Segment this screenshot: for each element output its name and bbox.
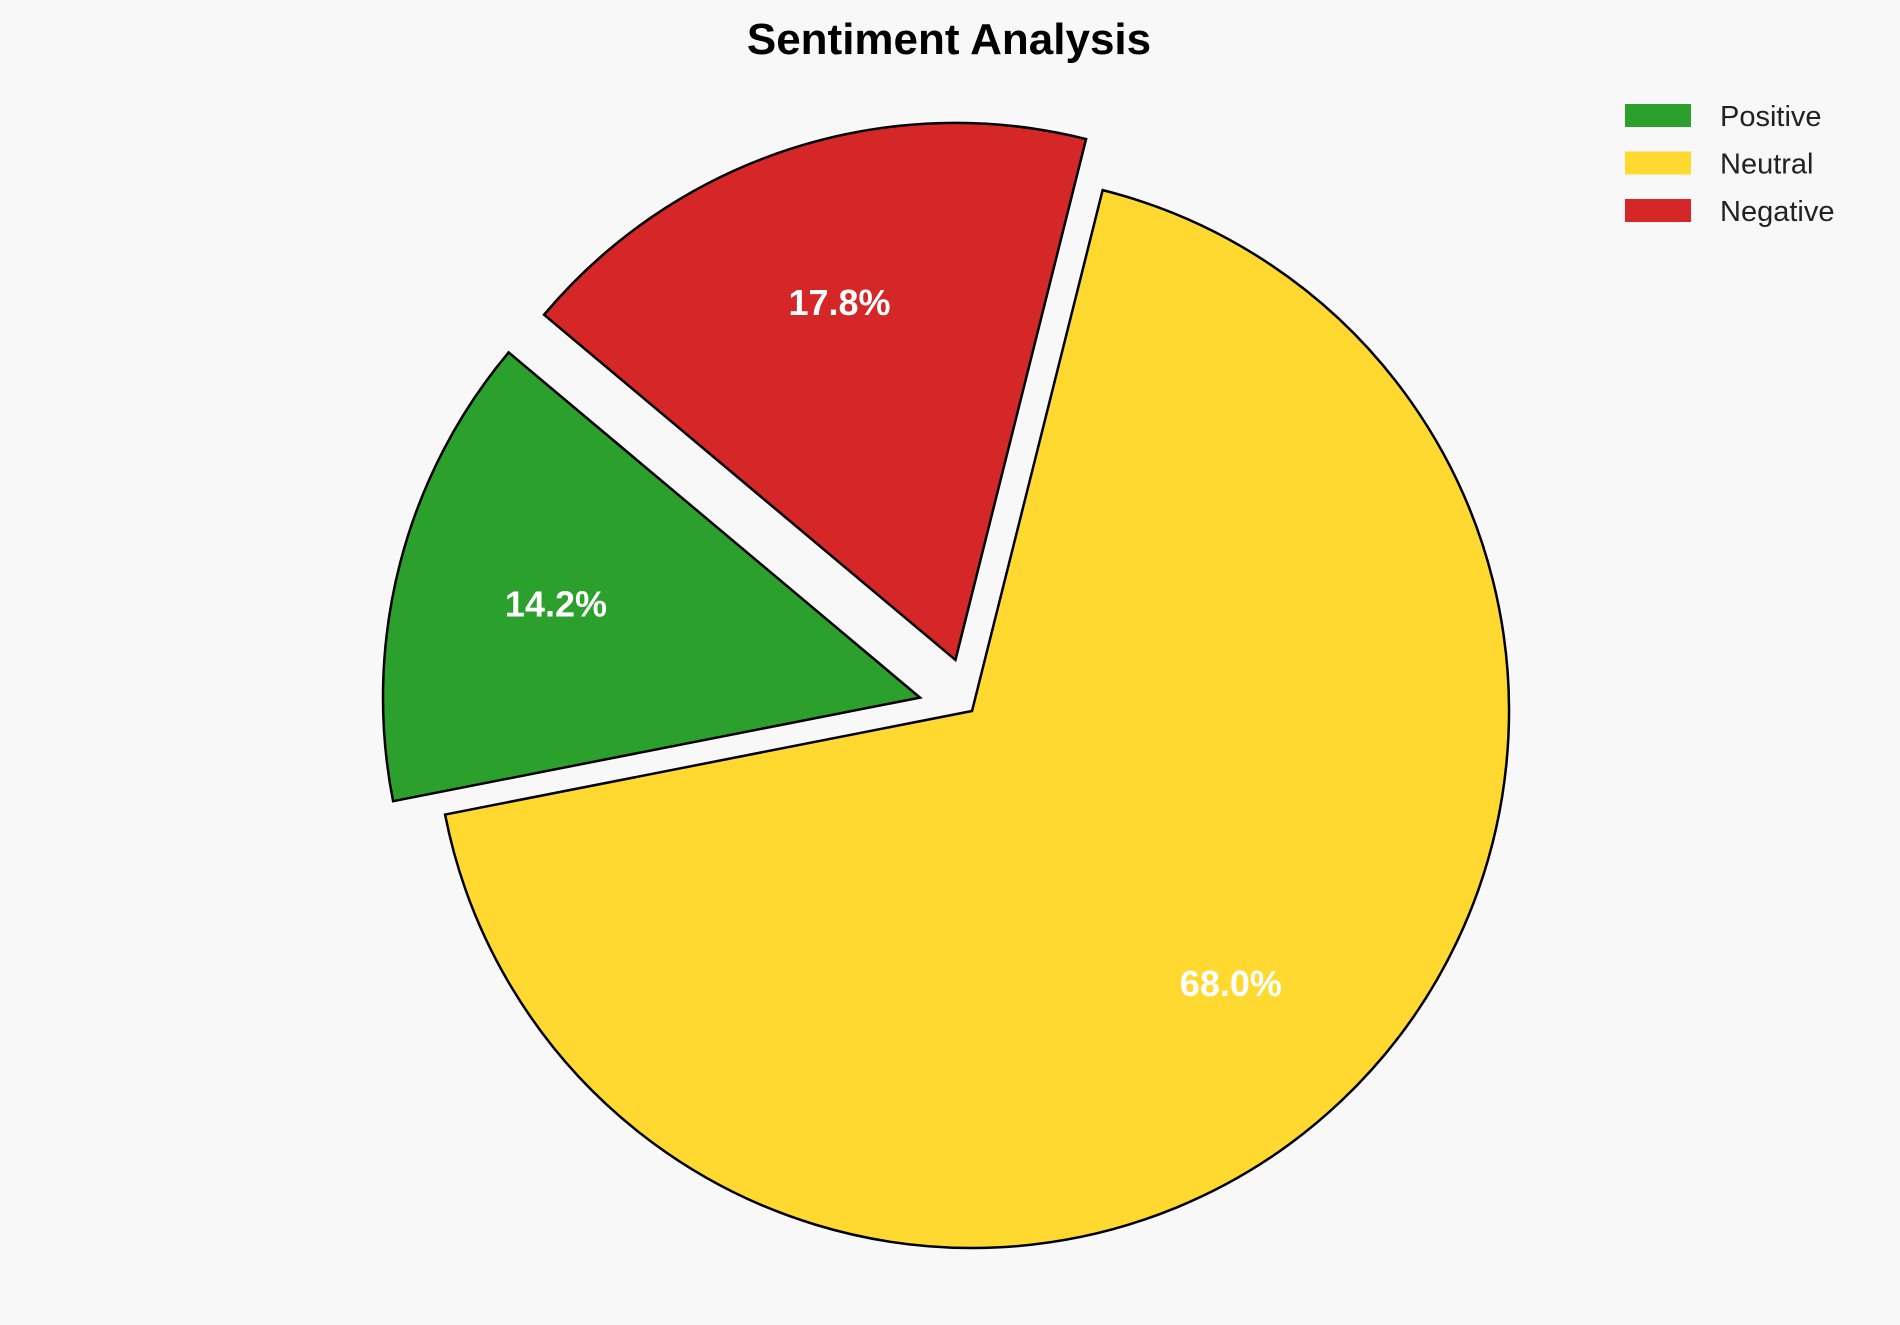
legend-swatch-positive: [1625, 104, 1691, 127]
legend: Positive Neutral Negative: [1625, 101, 1834, 228]
legend-label-negative: Negative: [1720, 196, 1834, 228]
pie-slice-neutral: [443, 188, 1511, 1250]
slice-label-positive: 14.2%: [505, 583, 607, 624]
legend-label-neutral: Neutral: [1720, 149, 1814, 181]
pie-slice-positive: [381, 350, 923, 803]
legend-swatch-negative: [1625, 199, 1691, 222]
legend-swatch-neutral: [1625, 151, 1691, 175]
legend-label-positive: Positive: [1720, 101, 1822, 133]
slice-label-negative: 17.8%: [788, 282, 890, 323]
pie-slice-negative: [542, 121, 1088, 663]
slice-label-neutral: 68.0%: [1180, 963, 1282, 1004]
chart-title: Sentiment Analysis: [747, 15, 1151, 64]
